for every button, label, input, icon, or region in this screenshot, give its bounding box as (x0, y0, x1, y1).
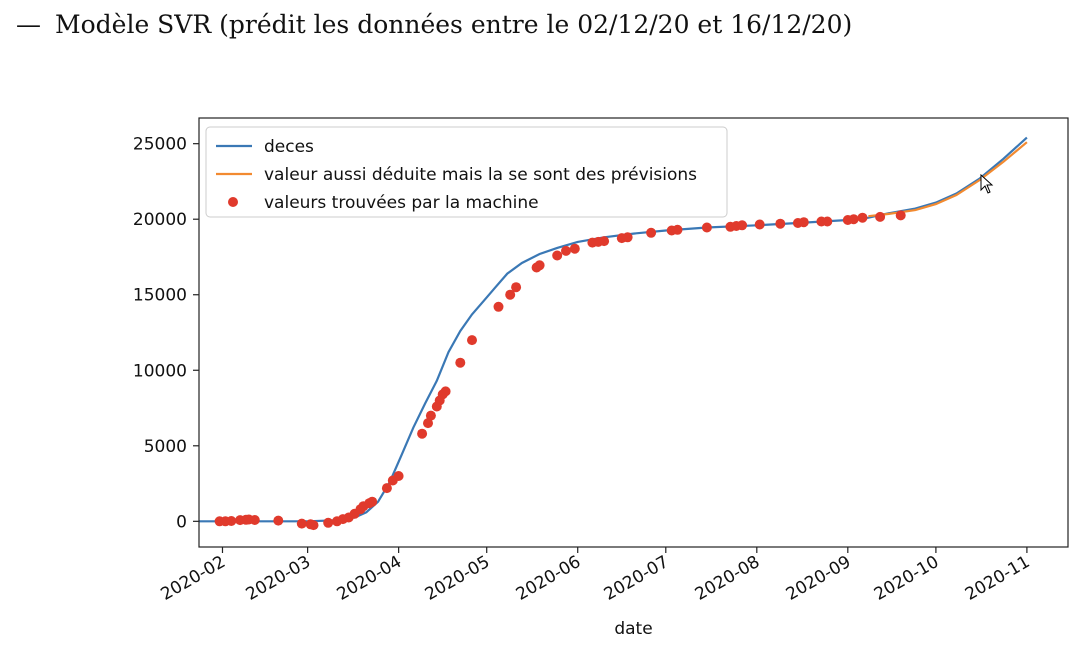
scatter-point (822, 216, 833, 227)
bullet-dash: — (16, 10, 41, 39)
scatter-point (417, 428, 428, 439)
legend-swatch-point (228, 197, 238, 207)
legend-entry-label: valeurs trouvées par la machine (264, 193, 539, 213)
chart-marks (199, 136, 1028, 531)
y-tick-label: 20000 (133, 210, 187, 230)
scatter-point (381, 483, 392, 494)
x-tick-label: 2020-02 (157, 552, 229, 605)
scatter-point (455, 357, 466, 368)
scatter-point (423, 418, 433, 429)
scatter-point (511, 282, 522, 293)
scatter-point (569, 243, 580, 254)
x-tick-label: 2020-08 (692, 552, 764, 605)
scatter-point (737, 220, 748, 231)
x-tick-label: 2020-07 (601, 552, 673, 605)
scatter-point (857, 212, 868, 223)
y-tick-label: 5000 (144, 437, 187, 457)
x-tick-label: 2020-11 (962, 552, 1034, 605)
y-tick-label: 15000 (133, 286, 187, 306)
scatter-point (848, 214, 859, 225)
scatter-point (875, 211, 886, 222)
x-tick-label: 2020-05 (422, 552, 494, 605)
x-tick-label: 2020-06 (513, 552, 585, 605)
mouse-pointer-icon (980, 174, 994, 194)
document-text-line: — Modèle SVR (prédit les données entre le… (16, 10, 852, 39)
x-axis-label: date (614, 619, 652, 639)
scatter-point (367, 496, 378, 507)
x-tick-label: 2020-10 (871, 552, 943, 605)
scatter-point (672, 224, 683, 235)
x-tick-label: 2020-09 (783, 552, 855, 605)
scatter-point (552, 250, 563, 261)
scatter-point (493, 301, 504, 312)
scatter-point (273, 515, 284, 526)
chart-legend: deces valeur aussi déduite mais la se son… (205, 126, 728, 218)
scatter-point (425, 410, 436, 421)
scatter-point (754, 219, 765, 230)
scatter-point (599, 236, 610, 247)
scatter-point (505, 289, 516, 300)
scatter-point (895, 210, 906, 221)
scatter-point (393, 471, 404, 481)
scatter-point (296, 518, 307, 529)
scatter-point (775, 218, 786, 229)
legend-entry-label: valeur aussi déduite mais la se sont des… (264, 165, 697, 185)
scatter-point (308, 520, 319, 531)
legend-box (205, 126, 728, 218)
y-tick-label: 10000 (133, 361, 187, 381)
scatter-point (440, 386, 451, 397)
scatter-point (798, 217, 809, 228)
scatter-point (646, 227, 657, 238)
document-text: Modèle SVR (prédit les données entre le … (55, 10, 853, 39)
x-tick-label: 2020-03 (243, 552, 315, 605)
scatter-point (561, 245, 571, 256)
x-tick-label: 2020-04 (334, 552, 406, 605)
scatter-point (467, 335, 477, 346)
scatter-point (534, 260, 545, 271)
plot-frame (198, 117, 1069, 548)
y-tick-label: 0 (176, 512, 187, 532)
scatter-point (226, 516, 237, 526)
y-tick-label: 25000 (133, 135, 187, 155)
scatter-point (323, 517, 334, 528)
scatter-point (249, 515, 260, 525)
scatter-point (622, 232, 633, 243)
series-line-previsions (868, 141, 1028, 218)
legend-entry-label: deces (264, 137, 314, 157)
scatter-point (701, 222, 712, 233)
